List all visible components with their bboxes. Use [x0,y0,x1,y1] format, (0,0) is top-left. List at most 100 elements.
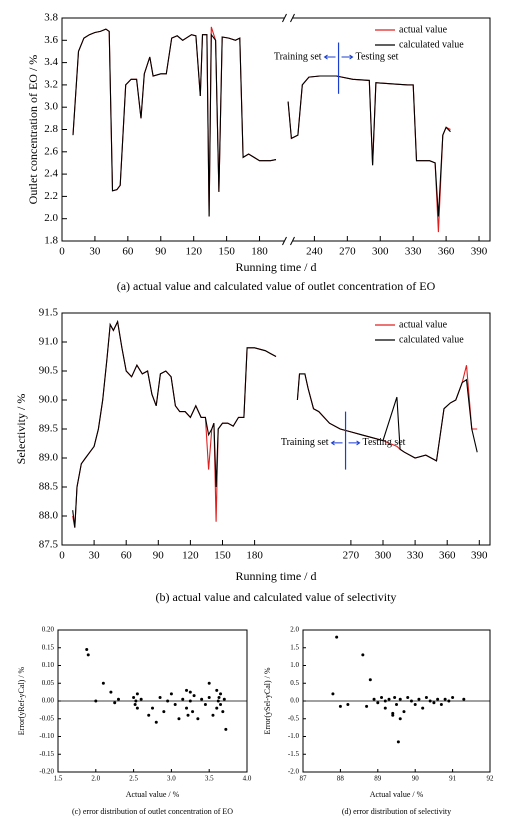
point [191,710,195,714]
x-tick-label: 120 [185,246,202,258]
y-tick-label: 3.4 [44,56,58,68]
point [338,704,342,708]
point [94,699,98,703]
x-tick-label: 89 [374,775,382,783]
y-tick-label: -2.0 [288,768,300,776]
x-axis-label: Actual value / % [370,790,424,799]
x-tick-label: 90 [412,775,420,783]
arrow-left [323,54,336,60]
point [186,713,190,717]
point [113,701,117,705]
y-tick-label: 2.4 [44,168,58,180]
point [335,635,339,639]
y-tick-label: 0.0 [290,697,299,705]
point [109,690,113,694]
x-tick-label: 2.5 [129,775,138,783]
y-tick-label: -1.0 [288,732,300,740]
point [147,713,151,717]
point [462,697,466,701]
y-tick-label: 2.2 [44,190,58,202]
caption: (a) actual value and calculated value of… [117,279,436,293]
y-tick-label: 0.00 [42,697,55,705]
y-tick-label: 1.0 [290,661,299,669]
point [346,703,350,707]
point [436,697,440,701]
axis-break [282,236,287,246]
point [135,692,139,696]
annotation: Training set [274,51,322,62]
point [101,681,105,685]
point [215,688,219,692]
point [133,703,137,707]
point [398,717,402,721]
y-tick-label: 3.2 [44,78,58,90]
point [396,740,400,744]
point [192,694,196,698]
point [188,690,192,694]
point [207,695,211,699]
point [85,648,89,652]
y-tick-label: 0.15 [42,643,55,651]
axis-break [290,236,295,246]
point [222,697,226,701]
x-tick-label: 0 [59,550,65,562]
point [169,692,173,696]
y-tick-label: -0.15 [39,750,54,758]
x-tick-label: 88 [337,775,345,783]
point [383,706,387,710]
point [451,695,455,699]
y-tick-label: 88.5 [39,481,59,493]
point [395,703,398,707]
point [439,703,443,707]
y-tick-label: 89.5 [39,423,59,435]
x-tick-label: 300 [375,550,392,562]
caption: (b) actual value and calculated value of… [156,590,397,604]
x-tick-label: 360 [439,550,456,562]
y-tick-label: 91.0 [39,336,59,348]
y-tick-label: -1.5 [288,750,300,758]
x-tick-label: 390 [471,246,488,258]
point [135,706,139,710]
x-tick-label: 180 [251,246,268,258]
point [181,697,185,701]
point [368,678,372,682]
y-axis-label: Outlet concentration of EO / % [26,55,40,205]
point [221,710,225,714]
legend-label: calculated value [399,39,464,50]
annotation: Testing set [363,437,406,448]
arrow-right [341,54,354,60]
point [211,713,215,717]
point [185,706,189,710]
y-tick-label: 87.5 [39,539,59,551]
point [166,699,170,703]
x-tick-label: 390 [471,550,488,562]
series-line [72,28,451,217]
caption: (d) error distribution of selectivity [342,807,451,816]
point [406,695,410,699]
axis-break [282,13,287,23]
point [216,699,220,703]
x-tick-label: 30 [89,246,101,258]
y-axis-label: Error(ySel-yCal) / % [263,667,272,734]
point [134,699,138,703]
point [217,695,221,699]
y-tick-label: -0.20 [39,768,54,776]
x-tick-label: 90 [155,246,167,258]
series-line [72,319,478,528]
x-tick-label: 91 [449,775,457,783]
point [421,706,425,710]
point [409,699,413,703]
point [402,710,406,714]
point [188,699,192,703]
arrow-left [330,440,343,446]
y-tick-label: 1.5 [290,643,299,651]
point [387,697,391,701]
y-tick-label: 2.8 [44,123,58,135]
point [380,695,384,699]
x-tick-label: 180 [246,550,263,562]
series-line [72,319,478,528]
x-tick-label: 87 [300,775,308,783]
y-tick-label: -0.5 [288,714,300,722]
y-tick-label: 2.0 [44,212,58,224]
